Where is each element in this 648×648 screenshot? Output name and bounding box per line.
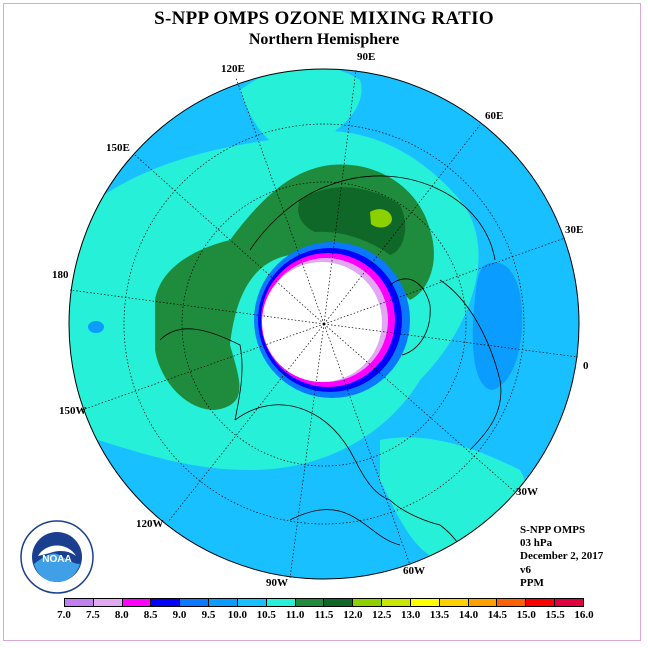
info-version: v6 — [520, 563, 531, 576]
band-11-5 — [298, 187, 406, 255]
meridian-0 — [323, 323, 579, 358]
lon-label-30e: 30E — [565, 224, 584, 236]
lon-label-90e: 90E — [357, 51, 376, 63]
info-date: December 2, 2017 — [520, 550, 604, 563]
legend-tick-label: 15.0 — [516, 609, 536, 621]
meridian-90w — [289, 323, 325, 579]
lon-label-30w: 30W — [516, 486, 538, 498]
info-units: PPM — [520, 576, 544, 589]
lon-label-120e: 120E — [221, 63, 245, 75]
meridian-150w — [81, 323, 325, 411]
polar-night-no-data — [262, 262, 382, 382]
meridian-150e — [134, 154, 325, 325]
coastlines — [159, 175, 502, 579]
legend-swatch — [151, 599, 181, 606]
legend-swatch — [65, 599, 94, 606]
legend-swatch — [266, 599, 296, 606]
legend-swatch — [526, 599, 556, 606]
band-12-0 — [370, 209, 392, 228]
band-10-5-north — [240, 69, 362, 151]
legend-tick-label: 8.5 — [143, 609, 158, 621]
lon-label-120w: 120W — [136, 518, 164, 530]
legend-tick-label: 9.5 — [201, 609, 216, 621]
meridian-180 — [69, 289, 325, 325]
legend-tick-label: 13.0 — [401, 609, 421, 621]
coast-europe-africa — [439, 279, 502, 451]
meridian-30e — [323, 237, 566, 325]
legend-swatch — [122, 599, 152, 606]
latitude-circle — [123, 123, 525, 525]
coast-alaska — [159, 328, 243, 421]
map-boundary — [68, 68, 580, 580]
meridian-120w — [167, 323, 325, 523]
legend-tick-label: 10.5 — [256, 609, 276, 621]
lon-label-0: 0 — [583, 360, 589, 372]
legend-swatch — [180, 599, 210, 606]
info-level: 03 hPa — [520, 537, 553, 550]
meridian-120e — [235, 77, 325, 325]
lon-label-150w: 150W — [59, 405, 87, 417]
legend-tick-label: 12.0 — [343, 609, 363, 621]
map-title: S-NPP OMPS OZONE MIXING RATIO — [154, 8, 494, 29]
meridian-30w — [323, 323, 516, 493]
meridian-60e — [323, 124, 481, 325]
color-legend — [64, 598, 584, 607]
legend-tick-label: 16.0 — [574, 609, 594, 621]
legend-swatch — [497, 599, 527, 606]
legend-swatch — [237, 599, 267, 606]
legend-tick-label: 12.5 — [372, 609, 392, 621]
latitude-circle — [181, 181, 467, 467]
map-subtitle: Northern Hemisphere — [248, 31, 400, 48]
legend-swatch — [468, 599, 498, 606]
legend-swatch — [353, 599, 383, 606]
coast-north-america — [234, 404, 469, 579]
legend-swatch — [324, 599, 354, 606]
legend-tick-label: 7.5 — [86, 609, 100, 621]
legend-swatch — [93, 599, 123, 606]
coast-asia — [249, 175, 496, 261]
info-instrument: S-NPP OMPS — [520, 524, 586, 536]
lon-label-60e: 60E — [485, 110, 504, 122]
legend-tick-label: 14.5 — [487, 609, 507, 621]
coast-greenland — [389, 278, 431, 356]
legend-tick-label: 7.0 — [57, 609, 71, 621]
legend-tick-label: 10.0 — [227, 609, 247, 621]
lon-label-150e: 150E — [106, 142, 130, 154]
noaa-logo-text: NOAA — [42, 554, 71, 565]
legend-tick-label: 8.0 — [114, 609, 129, 621]
lon-label-180: 180 — [52, 269, 69, 281]
meridian-90e — [323, 69, 357, 325]
legend-swatch — [439, 599, 469, 606]
image-frame — [3, 3, 641, 641]
legend-tick-label: 15.5 — [545, 609, 565, 621]
legend-tick-label: 14.0 — [458, 609, 479, 621]
lon-label-60w: 60W — [403, 565, 425, 577]
coast-caribbean — [289, 509, 401, 546]
graticule — [69, 69, 579, 579]
legend-tick-label: 11.5 — [314, 609, 334, 621]
band-9-5-atlantic — [472, 262, 523, 390]
legend-tick-label: 9.0 — [172, 609, 187, 621]
legend-swatch — [410, 599, 440, 606]
band-9-5-pacific — [88, 321, 104, 333]
lon-label-90w: 90W — [266, 577, 288, 589]
legend-tick-label: 11.0 — [285, 609, 305, 621]
noaa-logo-icon: NOAA — [20, 520, 94, 594]
info-block: S-NPP OMPS 03 hPa December 2, 2017 v6 PP… — [520, 524, 603, 590]
legend-swatch — [382, 599, 411, 606]
legend-tick-labels: 7.0 7.5 8.0 8.5 9.0 9.5 10.0 10.5 11.0 11.5 12.0 12… — [48, 609, 600, 623]
legend-swatch — [555, 599, 583, 606]
legend-swatch — [209, 599, 238, 606]
meridian-60w — [323, 323, 411, 566]
legend-tick-label: 13.5 — [429, 609, 450, 621]
legend-swatch — [295, 599, 325, 606]
